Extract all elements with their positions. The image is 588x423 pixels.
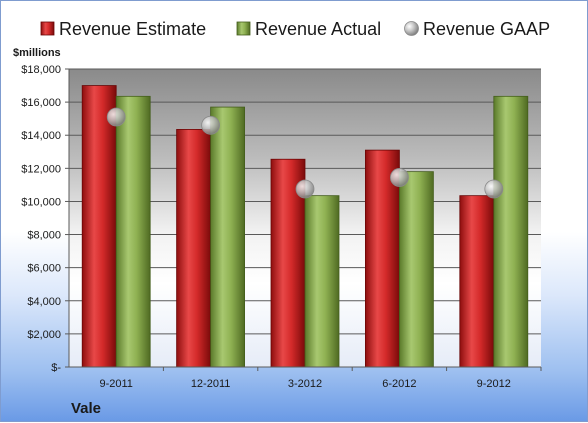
- marker-revenue-gaap: [484, 179, 504, 199]
- bar-revenue-estimate: [81, 85, 117, 368]
- axes: $- $2,000 $4,000 $6,000 $8,000 $10,000 $12,000…: [21, 64, 542, 390]
- marker-revenue-gaap: [106, 107, 126, 127]
- bar-revenue-estimate: [176, 129, 212, 368]
- y-tick-label: $2,000: [27, 329, 61, 341]
- y-tick-label: $14,000: [21, 130, 61, 142]
- legend-label: Revenue Actual: [255, 19, 381, 39]
- y-tick-label: $18,000: [21, 64, 61, 76]
- bar-revenue-actual: [493, 95, 529, 368]
- y-unit-label: $millions: [13, 47, 61, 59]
- legend-label: Revenue Estimate: [59, 19, 206, 39]
- legend: Revenue Estimate Revenue Actual Revenue GA…: [40, 19, 550, 39]
- marker-revenue-gaap: [389, 168, 409, 187]
- marker-revenue-gaap: [201, 115, 221, 135]
- y-tick-label: $10,000: [21, 196, 61, 208]
- marker-revenue-gaap: [295, 179, 315, 199]
- x-tick-label: 9-2012: [477, 378, 511, 390]
- x-tick-label: 6-2012: [382, 378, 416, 390]
- x-tick-label: 12-2011: [191, 378, 231, 390]
- y-tick-label: $12,000: [21, 163, 61, 175]
- gaap-markers: [106, 107, 504, 199]
- bar-revenue-estimate: [459, 195, 495, 368]
- legend-swatch: [40, 21, 55, 36]
- x-tick-label: 9-2011: [99, 378, 132, 390]
- bar-revenue-actual: [210, 106, 246, 368]
- x-tick-label: 3-2012: [288, 378, 322, 390]
- bars: [81, 85, 529, 368]
- legend-swatch: [236, 21, 251, 36]
- bar-revenue-actual: [115, 95, 151, 368]
- legend-label: Revenue GAAP: [423, 19, 550, 39]
- bar-revenue-actual: [398, 171, 434, 368]
- legend-swatch: [404, 21, 419, 36]
- y-tick-label: $6,000: [27, 263, 61, 275]
- y-tick-label: $8,000: [27, 230, 61, 242]
- company-label: Vale: [71, 400, 101, 417]
- y-tick-label: $4,000: [27, 296, 61, 308]
- y-tick-label: $16,000: [21, 97, 61, 109]
- bar-revenue-actual: [304, 195, 340, 368]
- bar-revenue-estimate: [364, 149, 400, 368]
- y-tick-label: $-: [51, 362, 61, 374]
